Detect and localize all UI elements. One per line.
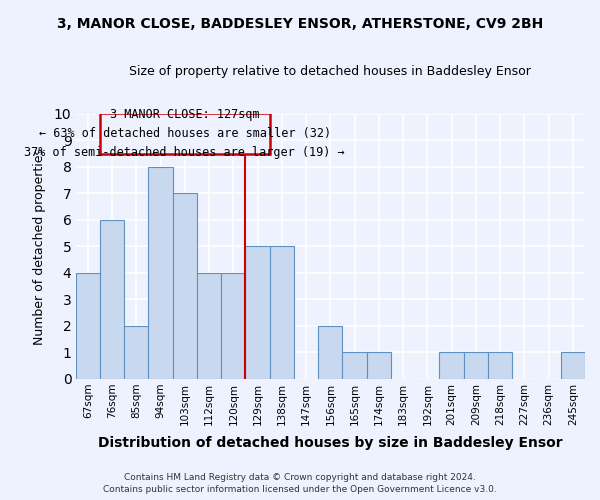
Bar	[439, 352, 464, 378]
Bar	[221, 272, 245, 378]
Bar	[488, 352, 512, 378]
Bar	[100, 220, 124, 378]
Bar	[464, 352, 488, 378]
Text: 3 MANOR CLOSE: 127sqm
← 63% of detached houses are smaller (32)
37% of semi-deta: 3 MANOR CLOSE: 127sqm ← 63% of detached …	[25, 108, 345, 158]
Text: 3, MANOR CLOSE, BADDESLEY ENSOR, ATHERSTONE, CV9 2BH: 3, MANOR CLOSE, BADDESLEY ENSOR, ATHERST…	[57, 18, 543, 32]
Bar	[76, 272, 100, 378]
Bar	[197, 272, 221, 378]
Text: Contains HM Land Registry data © Crown copyright and database right 2024.
Contai: Contains HM Land Registry data © Crown c…	[103, 472, 497, 494]
Title: Size of property relative to detached houses in Baddesley Ensor: Size of property relative to detached ho…	[130, 65, 531, 78]
X-axis label: Distribution of detached houses by size in Baddesley Ensor: Distribution of detached houses by size …	[98, 436, 563, 450]
Bar	[270, 246, 294, 378]
Bar	[343, 352, 367, 378]
Y-axis label: Number of detached properties: Number of detached properties	[32, 148, 46, 344]
Bar	[561, 352, 585, 378]
Bar	[124, 326, 148, 378]
Bar	[245, 246, 270, 378]
Bar	[367, 352, 391, 378]
Bar	[173, 194, 197, 378]
Bar	[148, 167, 173, 378]
FancyBboxPatch shape	[100, 112, 270, 154]
Bar	[318, 326, 343, 378]
